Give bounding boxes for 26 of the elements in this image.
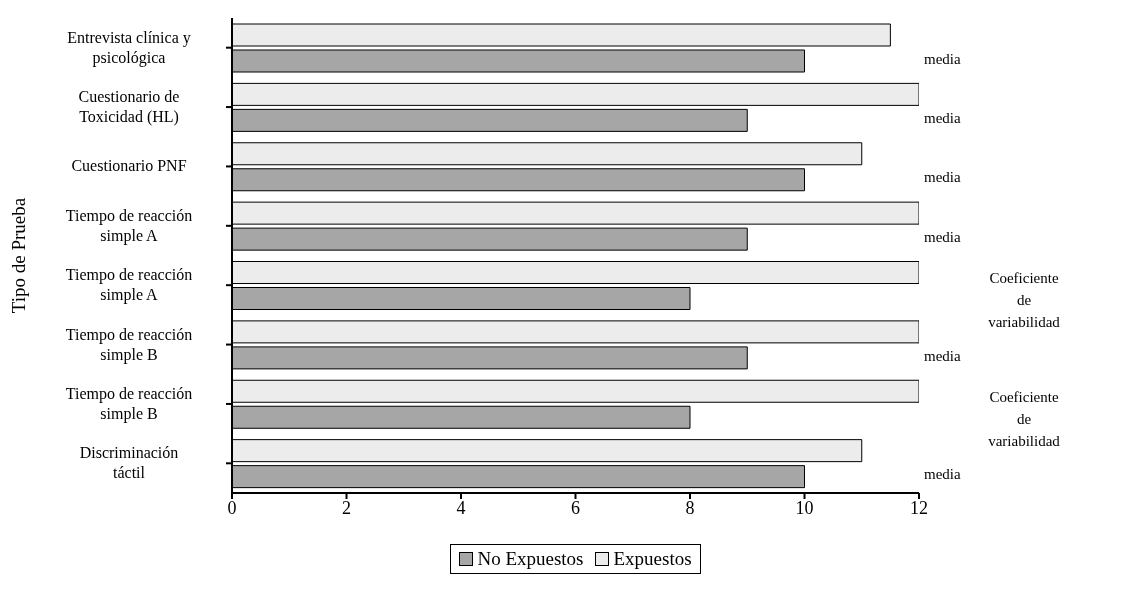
text: media [924, 346, 962, 366]
legend-label: No Expuestos [476, 548, 584, 570]
y-tick-label: Cuestionario PNF [71, 157, 187, 175]
x-tick-label: 10 [795, 497, 814, 518]
text: Coeficiente de variabilidad [987, 387, 1061, 451]
y-axis-title: Tipo de Prueba [7, 197, 29, 314]
x-tick-label: 12 [910, 497, 928, 518]
text: Coeficiente de variabilidad [987, 269, 1061, 333]
legend-label: Expuestos [612, 548, 692, 570]
x-tick-label: 2 [342, 497, 351, 518]
y-tick-label: Tiempo de reacción simple B [65, 384, 193, 423]
text: media [924, 109, 962, 129]
text: media [924, 465, 962, 485]
y-tick-label: Tiempo de reacción simple A [65, 206, 193, 245]
text: media [924, 168, 962, 188]
x-tick-label: 6 [571, 497, 580, 518]
y-tick-label: Entrevista clínica y psicológica [67, 28, 191, 67]
text: media [924, 49, 962, 69]
x-tick-label: 8 [685, 497, 695, 518]
text: media [924, 227, 962, 247]
y-tick-label: Tiempo de reacción simple B [65, 325, 193, 364]
y-tick-label: Cuestionario de Toxicidad (HL) [78, 88, 180, 127]
y-tick-label: Tiempo de reacción simple A [65, 266, 193, 305]
y-tick-label: Discriminación táctil [79, 444, 179, 482]
x-tick-label: 4 [456, 497, 466, 518]
x-tick-label: 0 [227, 497, 237, 518]
